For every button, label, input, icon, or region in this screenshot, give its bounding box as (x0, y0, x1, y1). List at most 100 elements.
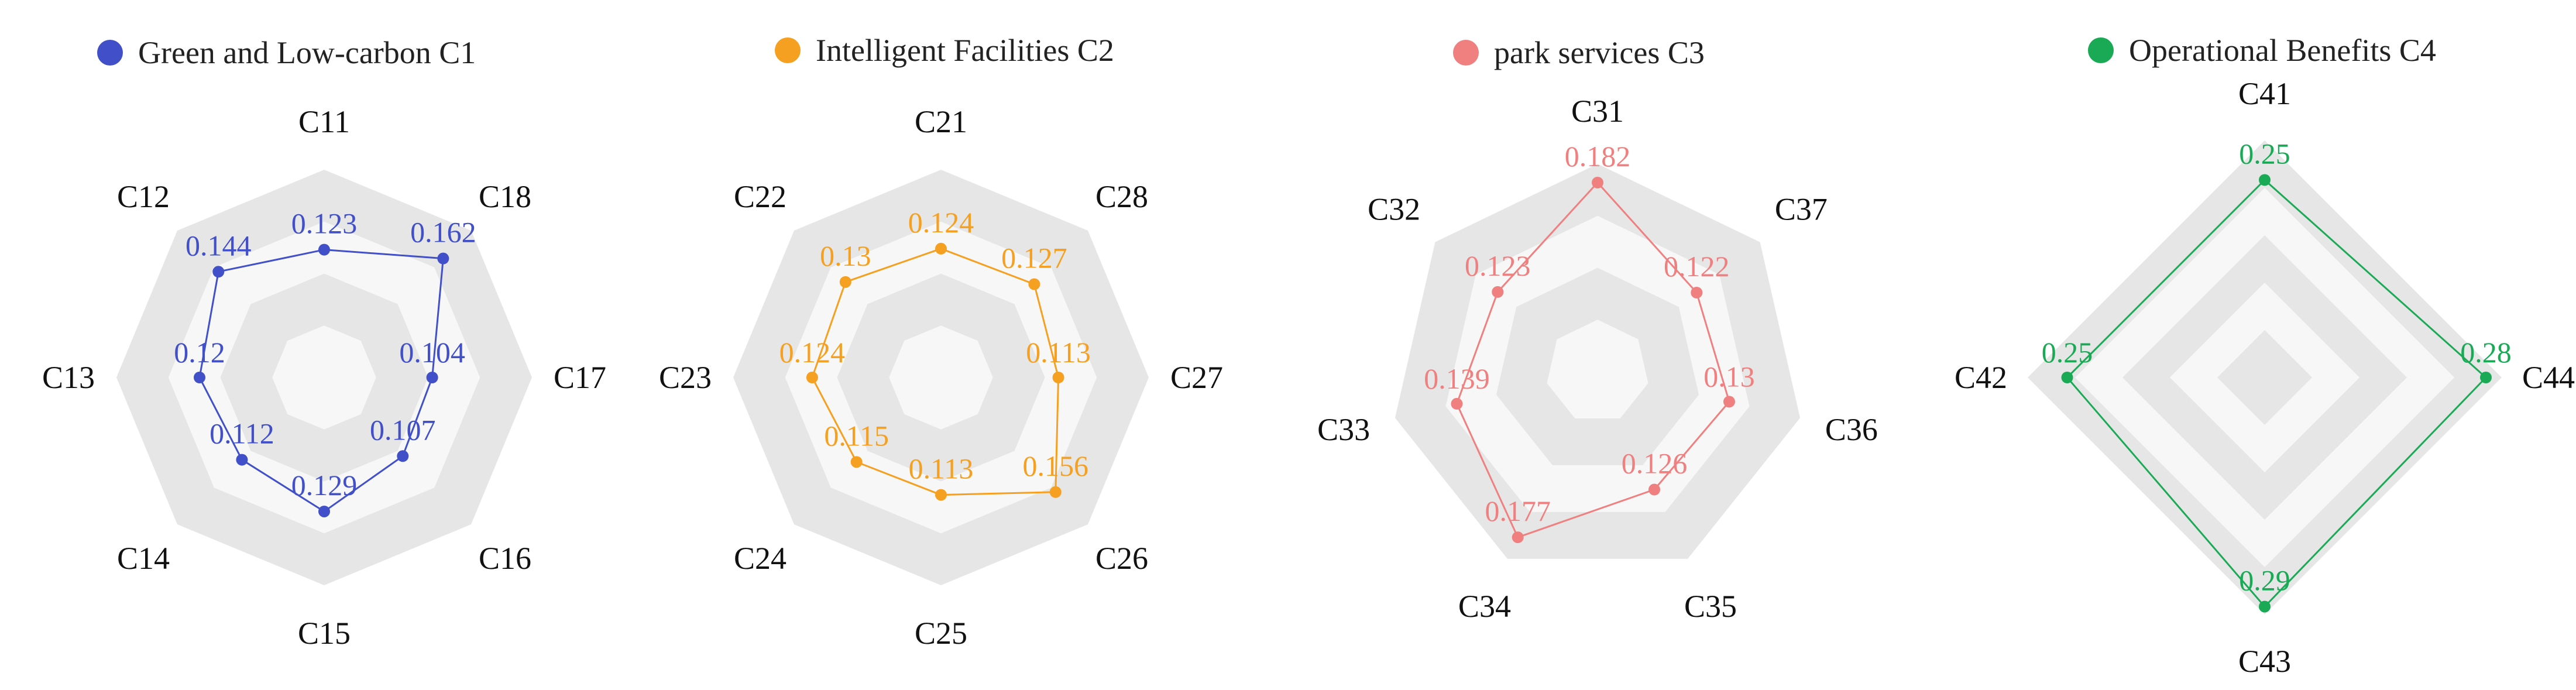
legend-marker (97, 40, 123, 66)
value-label-c28: 0.127 (1001, 242, 1067, 274)
axis-label-c21: C21 (915, 104, 967, 139)
axis-label-c35: C35 (1684, 589, 1737, 624)
radar-chart-c1: Green and Low-carbon C1 C11 C12 C13 C14 C15 C1… (42, 35, 606, 651)
axis-label-c11: C11 (298, 104, 350, 139)
data-point-c26 (1049, 486, 1062, 498)
value-label-c32: 0.123 (1465, 249, 1531, 282)
value-label-c43: 0.29 (2239, 564, 2290, 597)
data-point-c22 (839, 276, 851, 288)
value-label-c24: 0.115 (824, 419, 889, 452)
legend-c3: park services C3 (1453, 35, 1705, 70)
value-label-c16: 0.107 (370, 413, 436, 446)
data-point-c16 (397, 450, 409, 462)
value-label-c26: 0.156 (1023, 449, 1089, 482)
value-label-c33: 0.139 (1424, 362, 1490, 395)
data-point-c18 (437, 252, 449, 265)
radar-grid-ring (889, 325, 993, 430)
data-point-c24 (850, 456, 863, 468)
axis-label-c16: C16 (479, 541, 531, 576)
legend-title: Intelligent Facilities C2 (816, 33, 1114, 68)
axis-label-c13: C13 (42, 360, 95, 395)
data-point-c31 (1592, 176, 1603, 188)
value-label-c44: 0.28 (2460, 336, 2512, 369)
legend-title: Green and Low-carbon C1 (138, 35, 476, 70)
axis-label-c34: C34 (1458, 589, 1511, 624)
data-point-c14 (236, 454, 248, 466)
radar-chart-c3: park services C3 C31 C32 C33 C34 C35 C36 C37 0.1… (1317, 35, 1878, 624)
legend-title: park services C3 (1494, 35, 1705, 70)
value-label-c23: 0.124 (779, 336, 846, 369)
axis-label-c22: C22 (734, 179, 786, 214)
value-label-c11: 0.123 (291, 207, 358, 240)
radar-chart-c4: Operational Benefits C4 C41 C42 C43 C44 0.25 0… (1955, 33, 2575, 679)
data-point-c27 (1052, 372, 1064, 383)
value-label-c25: 0.113 (909, 452, 974, 485)
axis-label-c14: C14 (117, 541, 170, 576)
data-point-c41 (2259, 174, 2271, 186)
value-label-c36: 0.13 (1703, 360, 1755, 393)
axis-label-c36: C36 (1825, 412, 1878, 447)
value-label-c12: 0.144 (186, 229, 252, 262)
data-point-c12 (212, 266, 225, 278)
radar-grid-ring (1547, 320, 1648, 418)
value-label-c27: 0.113 (1026, 336, 1091, 369)
axis-label-c27: C27 (1170, 360, 1223, 395)
value-label-c35: 0.126 (1622, 447, 1688, 480)
axis-label-c28: C28 (1095, 179, 1148, 214)
legend-c2: Intelligent Facilities C2 (775, 33, 1114, 68)
data-point-c34 (1512, 531, 1524, 544)
axis-label-c18: C18 (479, 179, 531, 214)
axis-label-c42: C42 (1955, 360, 2007, 395)
radar-chart-c2: Intelligent Facilities C2 C21 C22 C23 C24 C25… (659, 33, 1223, 651)
axis-label-c43: C43 (2238, 644, 2291, 679)
value-label-c17: 0.104 (399, 336, 465, 369)
axis-label-c25: C25 (915, 616, 967, 651)
axis-label-c44: C44 (2522, 360, 2575, 395)
series-line-c3 (1455, 181, 1730, 538)
value-label-c21: 0.124 (908, 206, 974, 239)
axis-label-c12: C12 (117, 179, 170, 214)
data-point-c11 (318, 243, 330, 256)
data-point-c32 (1492, 286, 1504, 298)
axis-label-c37: C37 (1775, 192, 1828, 227)
data-point-c35 (1648, 483, 1661, 496)
axis-label-c32: C32 (1368, 192, 1420, 227)
axis-label-c17: C17 (554, 360, 606, 395)
legend-marker (1453, 40, 1479, 66)
legend-title: Operational Benefits C4 (2129, 33, 2436, 68)
legend-marker (775, 37, 801, 63)
data-point-c17 (426, 372, 438, 383)
radar-grid-ring (272, 325, 376, 430)
value-label-c41: 0.25 (2239, 138, 2290, 170)
value-label-c37: 0.122 (1664, 250, 1730, 283)
data-point-c37 (1691, 286, 1703, 298)
value-label-c22: 0.13 (820, 239, 871, 272)
data-point-c15 (318, 505, 330, 517)
data-point-c21 (935, 242, 947, 255)
axis-label-c26: C26 (1095, 541, 1148, 576)
axis-label-c31: C31 (1571, 94, 1624, 129)
axis-label-c15: C15 (298, 616, 351, 651)
value-label-c31: 0.182 (1565, 140, 1631, 173)
legend-c4: Operational Benefits C4 (2088, 33, 2436, 68)
axis-label-c23: C23 (659, 360, 712, 395)
value-label-c18: 0.162 (410, 216, 476, 249)
axis-label-c41: C41 (2238, 76, 2291, 111)
data-point-c23 (806, 372, 818, 383)
legend-c1: Green and Low-carbon C1 (97, 35, 476, 70)
radar-grid-ring (2217, 330, 2312, 425)
data-point-c13 (194, 372, 205, 383)
value-label-c42: 0.25 (2042, 336, 2093, 369)
data-point-c36 (1723, 396, 1735, 408)
data-point-c42 (2061, 372, 2073, 383)
data-point-c33 (1451, 397, 1463, 410)
data-point-c44 (2480, 372, 2492, 383)
value-label-c34: 0.177 (1485, 495, 1551, 527)
axis-label-c24: C24 (734, 541, 786, 576)
value-label-c15: 0.129 (291, 469, 358, 502)
legend-marker (2088, 37, 2114, 63)
value-label-c14: 0.112 (209, 417, 274, 450)
data-point-c43 (2259, 600, 2271, 613)
data-point-c25 (935, 489, 947, 501)
